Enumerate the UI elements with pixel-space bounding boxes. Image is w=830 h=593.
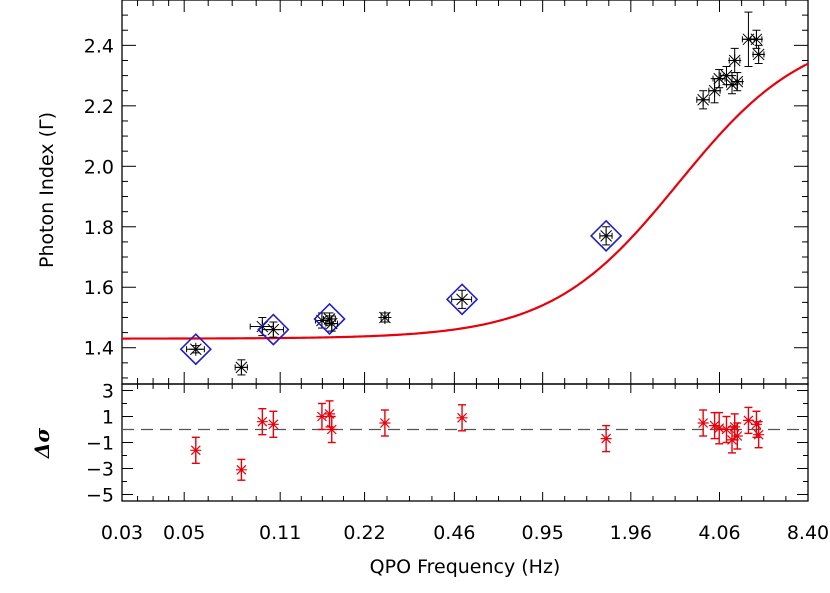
y-tick-label: 1.4: [84, 338, 114, 360]
residual-point: [456, 404, 468, 432]
y-tick-label: 2.4: [84, 35, 114, 57]
asterisk-marker: [725, 78, 739, 92]
residual-axis-title: Δσ: [30, 428, 54, 460]
residual-point: [267, 410, 279, 438]
x-axis-title: QPO Frequency (Hz): [370, 556, 561, 578]
residual-point: [316, 402, 328, 431]
residual-marker: [256, 416, 268, 427]
data-point: [234, 359, 248, 376]
asterisk-marker: [741, 32, 755, 46]
data-point: [730, 72, 744, 92]
residual-point: [600, 424, 612, 453]
asterisk-marker: [234, 360, 248, 374]
y-tick-label: 1.6: [84, 277, 114, 299]
residual-point: [731, 422, 743, 450]
asterisk-marker: [599, 229, 613, 243]
main-panel: 1.4 1.6 1.8 2.0 2.2 2.4: [84, 0, 809, 385]
x-tick-label: 1.96: [610, 522, 652, 544]
residual-point: [324, 400, 336, 428]
residual-marker: [235, 464, 247, 475]
asterisk-marker: [712, 72, 726, 86]
residual-marker: [753, 429, 765, 440]
residual-marker: [456, 412, 468, 423]
fit-curve: [122, 62, 808, 340]
diamond-marker: [589, 219, 623, 252]
x-tick-label: 8.40: [787, 522, 829, 544]
main-frame: [121, 0, 809, 385]
y-tick-label: 2.2: [84, 96, 114, 118]
diamond-marker: [313, 302, 346, 336]
diamond-marker: [257, 313, 290, 346]
x-tick-label: 0.22: [343, 522, 385, 544]
asterisk-marker: [315, 314, 329, 328]
data-point: [313, 302, 346, 336]
data-point: [179, 333, 212, 366]
asterisk-marker: [189, 342, 203, 356]
x-tick-label: 0.46: [433, 522, 475, 544]
res-y-tick-label: −5: [86, 485, 114, 507]
residual-marker: [190, 445, 202, 456]
residual-point: [235, 458, 247, 481]
res-y-tick-label: −3: [86, 459, 114, 481]
data-point: [445, 283, 479, 316]
y-tick-label: 2.0: [84, 156, 114, 178]
asterisk-marker: [708, 84, 722, 98]
diamond-marker: [445, 283, 479, 316]
data-point: [589, 219, 623, 252]
residual-point: [713, 411, 725, 445]
data-point: [752, 44, 766, 64]
asterisk-marker: [323, 312, 337, 326]
asterisk-marker: [266, 323, 280, 337]
residual-point: [190, 436, 202, 464]
asterisk-marker: [378, 310, 392, 324]
residual-point: [709, 411, 721, 440]
x-tick-label: 0.95: [522, 522, 564, 544]
residual-point: [697, 409, 709, 437]
data-point: [325, 315, 339, 332]
residual-point: [326, 415, 338, 444]
residual-marker: [697, 418, 709, 428]
data-point: [728, 47, 742, 74]
x-tick-label: 0.11: [259, 522, 301, 544]
asterisk-marker: [719, 69, 733, 83]
residual-point: [753, 421, 765, 449]
data-point: [749, 29, 763, 49]
asterisk-marker: [728, 53, 742, 67]
asterisk-marker: [749, 32, 763, 46]
residual-point: [256, 408, 268, 436]
residual-panel: 0.03 0.05 0.11 0.22 0.46 0.95 1.96 4.06 8.40 3 1 −1…: [86, 381, 829, 545]
asterisk-marker: [752, 47, 766, 61]
residual-marker: [731, 431, 743, 441]
asterisk-marker: [455, 292, 469, 306]
residual-point: [742, 406, 754, 435]
asterisk-marker: [696, 93, 710, 107]
data-point: [257, 313, 290, 346]
res-y-tick-label: −1: [86, 433, 114, 455]
residual-marker: [267, 419, 279, 430]
res-y-tick-label: 1: [102, 407, 114, 429]
x-tick-label: 4.06: [698, 522, 740, 544]
residual-frame: [121, 383, 809, 502]
residual-marker: [379, 418, 391, 428]
res-y-tick-label: 3: [102, 381, 114, 403]
asterisk-marker: [325, 317, 339, 331]
residual-point: [379, 409, 391, 437]
diamond-marker: [179, 333, 212, 366]
residual-marker: [326, 424, 338, 435]
y-axis-title: Photon Index (Γ): [36, 112, 58, 268]
x-tick-label: 0.03: [101, 522, 143, 544]
data-point: [696, 90, 710, 110]
data-point: [712, 69, 726, 89]
asterisk-marker: [730, 75, 744, 89]
data-point: [378, 310, 392, 324]
y-tick-label: 1.8: [84, 217, 114, 239]
data-point: [708, 78, 722, 104]
x-tick-label: 0.05: [163, 522, 205, 544]
residual-marker: [600, 433, 612, 444]
